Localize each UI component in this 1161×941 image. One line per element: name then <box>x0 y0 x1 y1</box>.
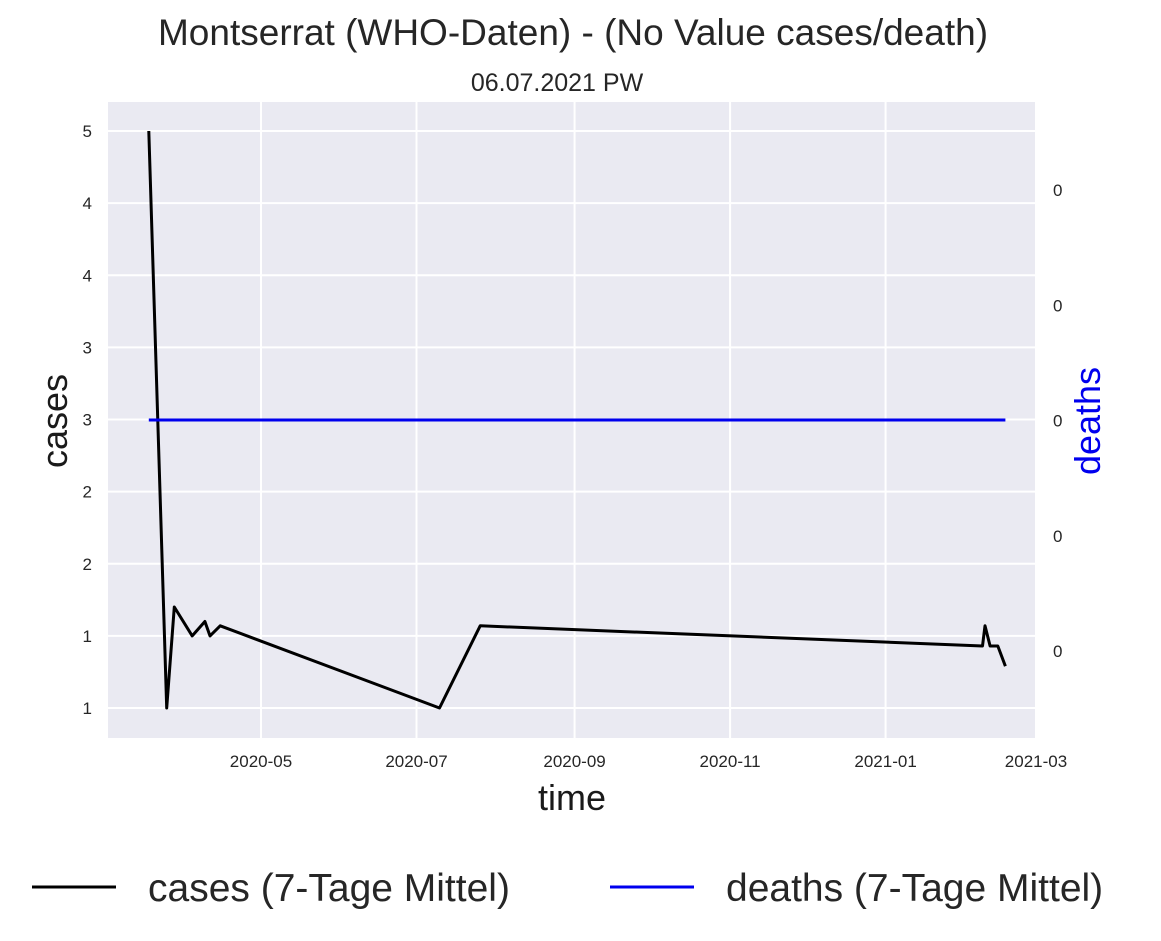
y-tick-label: 1 <box>83 627 92 646</box>
x-tick-label: 2020-07 <box>385 752 447 771</box>
x-tick-label: 2021-01 <box>854 752 916 771</box>
y-tick-label: 4 <box>83 194 92 213</box>
y-tick-label: 5 <box>83 122 92 141</box>
x-tick-labels: 2020-05 2020-07 2020-09 2020-11 2021-01 2021-… <box>230 752 1067 771</box>
y-tick-label: 3 <box>83 411 92 430</box>
y2-tick-label: 0 <box>1053 642 1062 661</box>
x-tick-label: 2021-03 <box>1005 752 1067 771</box>
y2-tick-label: 0 <box>1053 412 1062 431</box>
legend-deaths-label: deaths (7-Tage Mittel) <box>726 867 1103 910</box>
y-tick-labels: 1 1 2 2 3 3 4 4 5 <box>83 122 92 718</box>
y2-tick-label: 0 <box>1053 181 1062 200</box>
y2-tick-label: 0 <box>1053 527 1062 546</box>
x-axis-label: time <box>538 777 606 818</box>
series-layer <box>147 130 1007 710</box>
cases-line <box>147 130 1007 710</box>
y-axis-label: cases <box>34 374 75 468</box>
x-tick-label: 2020-09 <box>543 752 605 771</box>
y2-tick-labels: 0 0 0 0 0 <box>1053 181 1062 661</box>
y-tick-label: 1 <box>83 699 92 718</box>
x-tick-label: 2020-11 <box>700 752 761 771</box>
y-tick-label: 2 <box>83 483 92 502</box>
y-tick-label: 4 <box>83 266 92 285</box>
chart-title: Montserrat (WHO-Daten) - (No Value cases… <box>158 12 988 53</box>
legend: cases (7-Tage Mittel) deaths (7-Tage Mit… <box>32 867 1103 910</box>
y2-tick-label: 0 <box>1053 296 1062 315</box>
y-tick-label: 3 <box>83 338 92 357</box>
y2-axis-label: deaths <box>1067 367 1108 475</box>
chart-subtitle: 06.07.2021 PW <box>471 69 644 97</box>
legend-cases-label: cases (7-Tage Mittel) <box>148 867 510 910</box>
x-tick-label: 2020-05 <box>230 752 292 771</box>
y-tick-label: 2 <box>83 555 92 574</box>
